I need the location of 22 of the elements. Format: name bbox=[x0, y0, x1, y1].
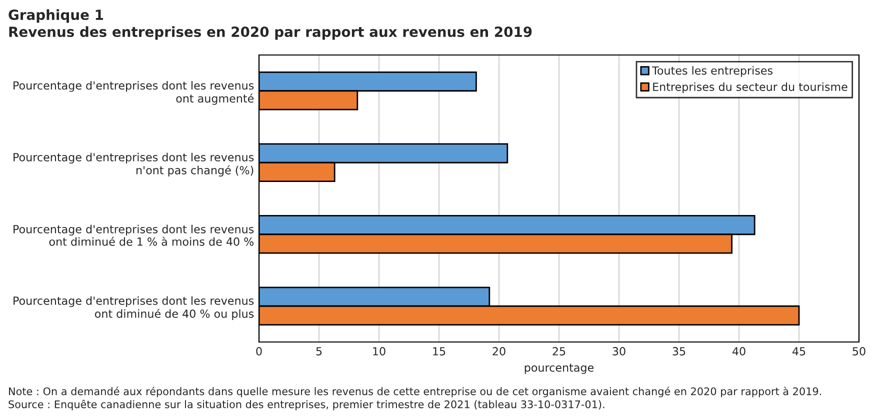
text: Note : On a demandé aux répondants dans quelle mesure les revenus de cette entreprise ou de cet organisme avaient changé en 2020 par rapport à 2019. bbox=[9, 386, 822, 398]
legend-label: Toutes les entreprises bbox=[652, 66, 773, 77]
x-tick-label: 50 bbox=[852, 347, 866, 356]
x-tick-label: 40 bbox=[732, 347, 746, 356]
x-tick-label: 10 bbox=[373, 347, 386, 356]
y-tick-label: Pourcentage d'entreprises dont les revenus ont diminué de 40 % ou plus bbox=[14, 296, 254, 320]
x-tick-label: 45 bbox=[792, 347, 806, 356]
x-tick-label: 15 bbox=[433, 347, 446, 356]
x-tick-label: 35 bbox=[672, 347, 686, 356]
x-tick-label: 20 bbox=[492, 347, 506, 356]
x-tick-label: 0 bbox=[256, 347, 262, 356]
y-tick-label: Pourcentage d'entreprises dont les revenus ont augmenté bbox=[14, 81, 254, 105]
chart-subtitle: Revenus des entreprises en 2020 par rapport aux revenus en 2019 bbox=[9, 26, 532, 40]
source-note: Source : Enquête canadienne sur la situation des entreprises, premier trimestre de 2021 (tableau 33-10-0317-01). bbox=[8, 400, 604, 410]
y-tick-label: Pourcentage d'entreprises dont les revenus ont diminué de 1 % à moins de 40 % bbox=[14, 224, 254, 246]
y-tick-label: Pourcentage d'entreprises dont les revenus n'ont pas changé (%) bbox=[14, 152, 254, 177]
x-tick-label: 25 bbox=[552, 347, 566, 356]
x-tick-label: 30 bbox=[612, 347, 626, 356]
x-tick-label: 5 bbox=[316, 347, 322, 356]
legend-label: Entreprises du secteur du tourisme bbox=[653, 82, 848, 94]
text: Graphique 1 bbox=[8, 9, 104, 23]
x-axis-title: pourcentage bbox=[524, 364, 594, 374]
